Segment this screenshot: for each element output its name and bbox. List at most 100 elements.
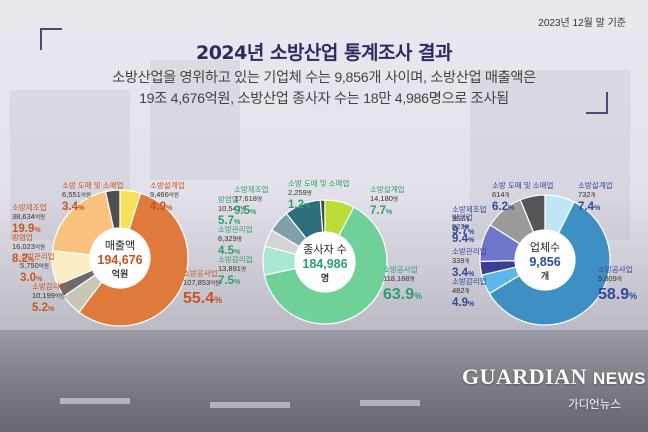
page-title: 2024년 소방산업 통계조사 결과 xyxy=(195,42,453,64)
slice-name: 소방관리업 xyxy=(452,246,487,256)
slice-percent: 5.2% xyxy=(32,302,55,314)
slice-name: 소방공사업 xyxy=(383,264,418,274)
slice-name: 소방제조업 xyxy=(12,202,47,212)
slice-name: 소방관리업 xyxy=(20,251,55,261)
slice-name: 소방감리업 xyxy=(32,281,67,291)
slice-name: 방염업 xyxy=(12,232,33,242)
slice-name: 방염업 xyxy=(452,212,473,222)
center-unit: 명 xyxy=(321,272,329,283)
slice-name: 소방설계업 xyxy=(150,180,185,190)
slice-percent: 55.4% xyxy=(183,290,222,307)
slice-percent: 3.4% xyxy=(62,201,85,213)
slice-percent: 5.7% xyxy=(218,215,241,227)
slice-value: 16,023억원 xyxy=(12,242,45,251)
slice-value: 482개 xyxy=(452,286,470,295)
slice-percent: 7.5% xyxy=(218,275,241,287)
slice-value: 923개 xyxy=(452,222,470,231)
slice-name: 소방설계업 xyxy=(370,184,405,194)
center-value: 194,676 xyxy=(97,253,142,267)
slice-value: 13,891명 xyxy=(218,264,246,273)
slice-value: 10,199억원 xyxy=(32,291,65,300)
slice-name: 소방관리업 xyxy=(218,224,253,234)
slice-name: 소방공사업 xyxy=(598,264,633,274)
slice-value: 6,551억원 xyxy=(62,190,91,199)
slice-percent: 63.9% xyxy=(383,286,422,303)
slice-value: 107,853억원 xyxy=(183,278,220,287)
slice-percent: 7.4% xyxy=(578,201,601,213)
slice-name: 소방제조업 xyxy=(234,184,269,194)
slice-value: 14,180명 xyxy=(370,194,398,203)
slice-percent: 4.5% xyxy=(218,245,241,257)
slice-name: 소방설계업 xyxy=(578,180,613,190)
slice-percent: 9.5% xyxy=(234,205,257,217)
center-unit: 개 xyxy=(541,270,549,281)
slice-percent: 1.2% xyxy=(288,199,311,211)
slice-name: 소방감리업 xyxy=(452,276,487,286)
watermark-logo: GUARDIAN NEWS xyxy=(462,364,646,390)
watermark-brand: GUARDIAN xyxy=(462,364,587,389)
donut-center xyxy=(514,229,576,291)
slice-value: 957개 xyxy=(452,214,470,223)
slice-name: 소방 도매 및 소매업 xyxy=(288,178,349,188)
slice-value: 10,542명 xyxy=(218,204,246,213)
slice-value: 5,750억원 xyxy=(20,261,49,270)
slice-percent: 3.4% xyxy=(452,267,475,279)
slice-value: 614개 xyxy=(492,190,510,199)
center-label: 업체수 xyxy=(530,241,560,254)
watermark-news: NEWS xyxy=(593,369,646,388)
slice-percent: 4.9% xyxy=(150,201,173,213)
center-label: 매출액 xyxy=(105,239,135,252)
slice-value: 5,809개 xyxy=(598,274,622,283)
slice-value: 732개 xyxy=(578,190,596,199)
slice-percent: 8.2% xyxy=(12,253,35,265)
corner-bracket-top-left xyxy=(40,28,62,50)
slice-name: 소방 도매 및 소매업 xyxy=(492,180,553,190)
slice-name: 소방감리업 xyxy=(218,254,253,264)
watermark-korean: 가디언뉴스 xyxy=(568,399,621,411)
subtitle-line-1: 소방산업을 영위하고 있는 기업체 수는 9,856개 사이며, 소방산업 매출… xyxy=(112,70,536,86)
slice-value: 17,618명 xyxy=(234,194,262,203)
slice-value: 8,329명 xyxy=(218,234,242,243)
slice-percent: 19.9% xyxy=(12,223,41,235)
slice-percent: 9.7% xyxy=(452,225,475,237)
slice-value: 9,466억원 xyxy=(150,190,179,199)
slice-value: 118,168명 xyxy=(383,274,415,283)
slice-value: 339개 xyxy=(452,256,470,265)
slice-percent: 6.2% xyxy=(492,201,515,213)
subtitle: 소방산업을 영위하고 있는 기업체 수는 9,856개 사이며, 소방산업 매출… xyxy=(40,68,608,110)
slice-percent: 4.9% xyxy=(452,297,475,309)
center-label: 종사자 수 xyxy=(303,243,347,256)
slice-name: 방염업 xyxy=(218,194,239,204)
slice-name: 소방공사업 xyxy=(183,268,218,278)
slice-value: 38,634억원 xyxy=(12,212,45,221)
center-value: 9,856 xyxy=(529,255,560,269)
slice-percent: 58.9% xyxy=(598,286,637,303)
center-value: 184,986 xyxy=(302,257,347,271)
donut-center xyxy=(294,231,356,293)
slice-name: 소방 도매 및 소매업 xyxy=(62,180,123,190)
slice-percent: 3.0% xyxy=(20,272,43,284)
slice-value: 2,259명 xyxy=(288,188,312,197)
